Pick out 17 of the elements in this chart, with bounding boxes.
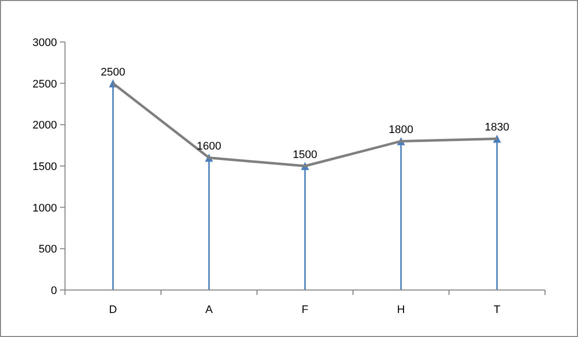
x-tick-label: A: [205, 304, 214, 316]
y-tick-label: 1000: [32, 202, 57, 214]
data-label: 2500: [100, 66, 126, 78]
y-tick-label: 0: [50, 285, 57, 297]
data-label: 1500: [292, 149, 318, 161]
y-tick-label: 2500: [32, 78, 57, 90]
data-label: 1830: [484, 122, 510, 134]
y-tick-label: 3000: [32, 37, 57, 49]
y-tick-label: 2000: [32, 120, 57, 132]
y-tick-label: 1500: [32, 161, 57, 173]
x-tick-label: T: [494, 304, 501, 316]
data-label: 1800: [388, 124, 414, 136]
x-tick-label: F: [302, 304, 309, 316]
y-tick-label: 500: [38, 244, 57, 256]
x-tick-label: H: [397, 304, 406, 316]
data-label: 1600: [196, 140, 222, 153]
x-tick-label: D: [109, 304, 118, 316]
